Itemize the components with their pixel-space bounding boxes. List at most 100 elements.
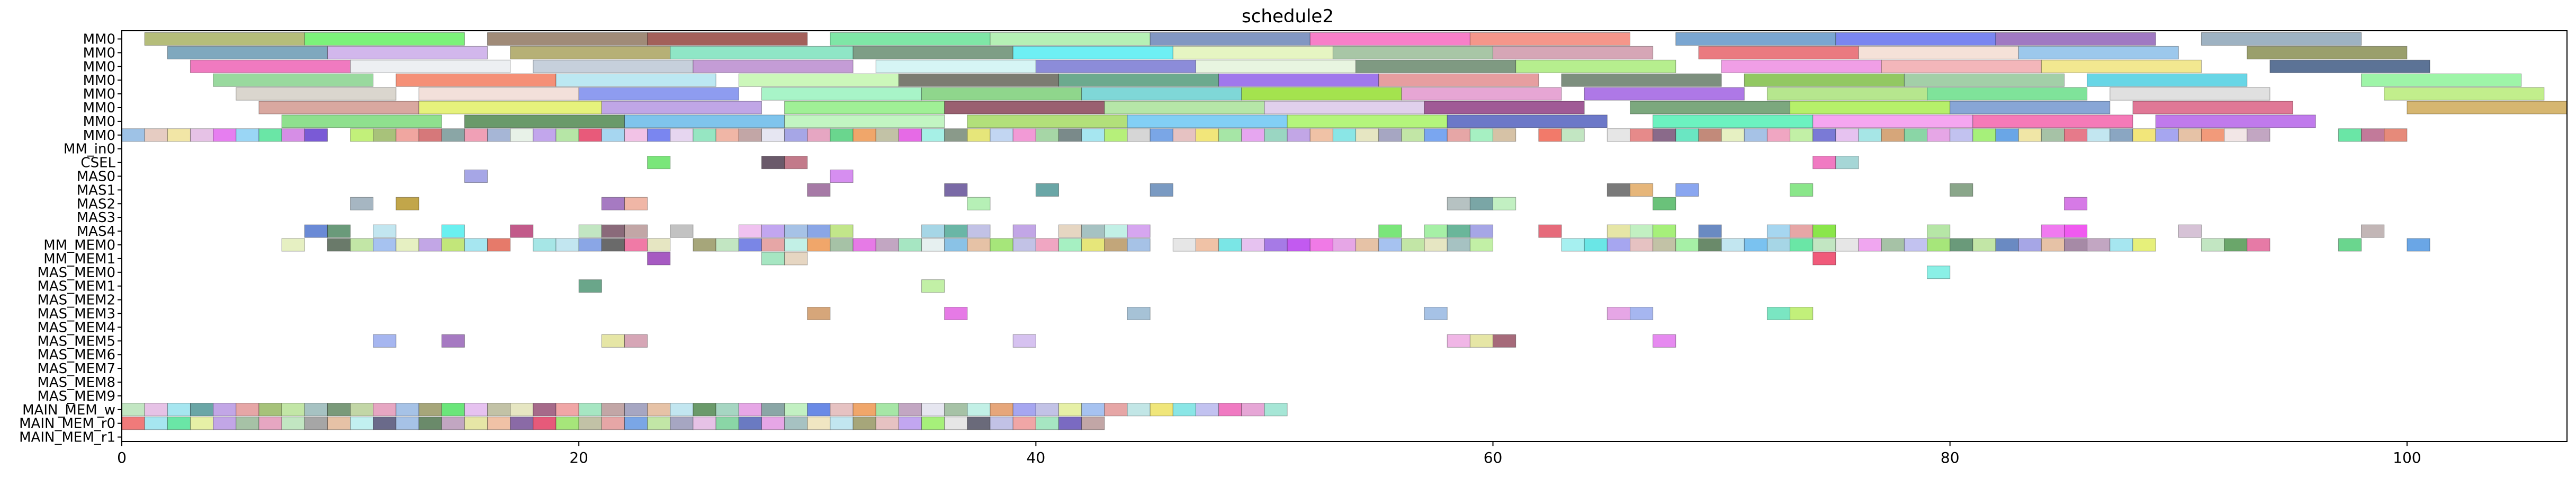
task-bar bbox=[738, 238, 762, 252]
task-bar bbox=[578, 224, 602, 238]
task-bar bbox=[1241, 128, 1265, 142]
task-bar bbox=[1309, 32, 1470, 46]
task-bar bbox=[1218, 73, 1379, 87]
task-bar bbox=[510, 128, 534, 142]
task-bar bbox=[1698, 128, 1722, 142]
task-bar bbox=[1356, 59, 1516, 73]
task-bar bbox=[373, 334, 397, 348]
task-bar bbox=[578, 87, 739, 101]
task-bar bbox=[1378, 238, 1402, 252]
plot-frame bbox=[121, 30, 2568, 442]
task-bar bbox=[875, 128, 899, 142]
task-bar bbox=[1995, 128, 2019, 142]
task-bar bbox=[1332, 238, 1357, 252]
task-bar bbox=[350, 59, 511, 73]
task-bar bbox=[1469, 334, 1494, 348]
task-bar bbox=[533, 59, 694, 73]
task-bar bbox=[761, 87, 922, 101]
task-bar bbox=[1378, 73, 1539, 87]
task-bar bbox=[304, 417, 328, 430]
task-bar bbox=[2201, 238, 2225, 252]
task-bar bbox=[1195, 59, 1357, 73]
task-bar bbox=[784, 156, 808, 170]
task-bar bbox=[1812, 114, 1973, 128]
task-bar bbox=[1195, 128, 1219, 142]
task-bar bbox=[670, 128, 694, 142]
x-tick-label: 40 bbox=[1027, 449, 1046, 466]
task-bar bbox=[418, 101, 602, 114]
task-bar bbox=[670, 417, 694, 430]
task-bar bbox=[327, 417, 351, 430]
task-bar bbox=[2064, 128, 2088, 142]
task-bar bbox=[167, 128, 191, 142]
y-tick-label: MAS_MEM8 bbox=[37, 375, 115, 391]
task-bar bbox=[1264, 101, 1425, 114]
task-bar bbox=[670, 46, 854, 59]
task-bar bbox=[510, 46, 671, 59]
task-bar bbox=[304, 128, 328, 142]
task-bar bbox=[578, 279, 602, 293]
task-bar bbox=[418, 403, 442, 417]
task-bar bbox=[1790, 128, 1814, 142]
task-bar bbox=[1950, 183, 1973, 197]
task-bar bbox=[830, 238, 854, 252]
task-bar bbox=[761, 128, 785, 142]
task-bar bbox=[258, 403, 282, 417]
task-bar bbox=[967, 128, 991, 142]
task-bar bbox=[2361, 73, 2522, 87]
task-bar bbox=[1629, 101, 1791, 114]
task-bar bbox=[830, 32, 991, 46]
task-bar bbox=[647, 128, 671, 142]
task-bar bbox=[1927, 224, 1951, 238]
task-bar bbox=[1698, 46, 1859, 59]
task-bar bbox=[2087, 128, 2111, 142]
task-bar bbox=[281, 238, 305, 252]
task-bar bbox=[487, 238, 511, 252]
task-bar bbox=[1447, 197, 1470, 210]
task-bar bbox=[601, 224, 625, 238]
task-bar bbox=[1812, 156, 1836, 170]
task-bar bbox=[1150, 128, 1173, 142]
x-tick-label: 60 bbox=[1484, 449, 1503, 466]
task-bar bbox=[1790, 224, 1814, 238]
task-bar bbox=[190, 59, 351, 73]
task-bar bbox=[578, 128, 602, 142]
x-tick-label: 100 bbox=[2393, 449, 2421, 466]
task-bar bbox=[875, 59, 1036, 73]
task-bar bbox=[1927, 238, 1951, 252]
task-bar bbox=[1035, 417, 1060, 430]
task-bar bbox=[1058, 238, 1082, 252]
task-bar bbox=[350, 238, 374, 252]
task-bar bbox=[761, 417, 785, 430]
task-bar bbox=[373, 224, 397, 238]
task-bar bbox=[2155, 128, 2179, 142]
task-bar bbox=[624, 114, 785, 128]
task-bar bbox=[784, 101, 945, 114]
y-tick-label: MM0 bbox=[83, 114, 115, 130]
task-bar bbox=[1653, 224, 1676, 238]
task-bar bbox=[2041, 128, 2065, 142]
y-tick-label: MAS_MEM6 bbox=[37, 347, 115, 363]
y-tick-label: MAS4 bbox=[77, 224, 115, 240]
task-bar bbox=[327, 224, 351, 238]
task-bar bbox=[830, 403, 854, 417]
task-bar bbox=[1378, 128, 1402, 142]
task-bar bbox=[1881, 238, 1905, 252]
task-bar bbox=[396, 238, 419, 252]
task-bar bbox=[1493, 334, 1516, 348]
task-bar bbox=[784, 128, 808, 142]
task-bar bbox=[1858, 238, 1882, 252]
task-bar bbox=[1653, 334, 1676, 348]
task-bar bbox=[281, 114, 442, 128]
task-bar bbox=[1104, 238, 1128, 252]
task-bar bbox=[487, 403, 511, 417]
task-bar bbox=[1127, 238, 1151, 252]
task-bar bbox=[624, 128, 648, 142]
task-bar bbox=[601, 334, 625, 348]
task-bar bbox=[464, 170, 488, 183]
task-bar bbox=[533, 417, 557, 430]
task-bar bbox=[1606, 238, 1630, 252]
task-bar bbox=[1835, 156, 1859, 170]
task-bar bbox=[738, 403, 762, 417]
task-bar bbox=[464, 403, 488, 417]
